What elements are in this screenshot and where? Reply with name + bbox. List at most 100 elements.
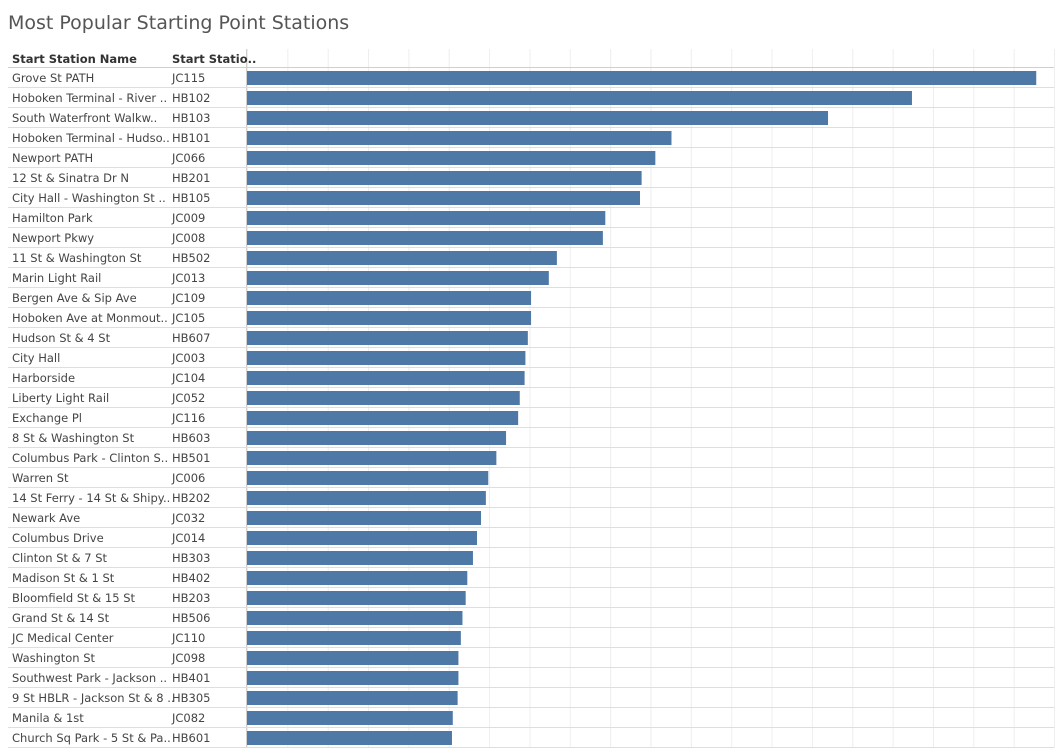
table-row[interactable]: City Hall - Washington St .. HB105 <box>8 191 1054 208</box>
station-name-label: 11 St & Washington St <box>12 251 142 265</box>
table-row[interactable]: City Hall JC003 <box>8 351 1054 368</box>
table-row[interactable]: Manila & 1st JC082 <box>8 711 1054 728</box>
table-row[interactable]: Columbus Park - Clinton S.. HB501 <box>8 451 1054 468</box>
bar-HB501[interactable] <box>247 451 497 465</box>
station-id-label: JC032 <box>171 511 205 525</box>
table-row[interactable]: Bloomfield St & 15 St HB203 <box>8 591 1054 608</box>
station-name-label: Hudson St & 4 St <box>12 331 111 345</box>
table-row[interactable]: Exchange Pl JC116 <box>8 411 1054 428</box>
table-row[interactable]: Grand St & 14 St HB506 <box>8 611 1054 628</box>
station-id-label: HB305 <box>172 691 211 705</box>
bar-JC006[interactable] <box>247 471 489 485</box>
table-row[interactable]: Marin Light Rail JC013 <box>8 271 1054 288</box>
table-row[interactable]: Hoboken Ave at Monmout.. JC105 <box>8 311 1054 328</box>
station-name-label: Columbus Park - Clinton S.. <box>12 451 168 465</box>
station-name-label: JC Medical Center <box>11 631 114 645</box>
station-id-label: JC013 <box>171 271 205 285</box>
table-row[interactable]: Warren St JC006 <box>8 471 1054 488</box>
station-name-label: Exchange Pl <box>12 411 82 425</box>
station-id-label: JC052 <box>171 391 205 405</box>
station-name-label: Hoboken Ave at Monmout.. <box>12 311 168 325</box>
station-id-label: JC115 <box>171 71 205 85</box>
column-header-station-id[interactable]: Start Statio.. <box>172 52 256 66</box>
bar-JC109[interactable] <box>247 291 532 305</box>
station-id-label: JC105 <box>171 311 205 325</box>
bar-JC032[interactable] <box>247 511 482 525</box>
station-id-label: HB506 <box>172 611 211 625</box>
table-row[interactable]: Southwest Park - Jackson .. HB401 <box>8 671 1054 688</box>
bar-HB102[interactable] <box>247 91 912 105</box>
column-header-station-name[interactable]: Start Station Name <box>12 52 137 66</box>
table-row[interactable]: 14 St Ferry - 14 St & Shipy.. HB202 <box>8 491 1054 508</box>
bar-HB101[interactable] <box>247 131 672 145</box>
table-row[interactable]: 12 St & Sinatra Dr N HB201 <box>8 171 1054 188</box>
bar-HB506[interactable] <box>247 611 463 625</box>
table-row[interactable]: Hoboken Terminal - River .. HB102 <box>8 91 1054 108</box>
bar-HB401[interactable] <box>247 671 459 685</box>
bar-JC098[interactable] <box>247 651 459 665</box>
bar-JC115[interactable] <box>247 71 1037 85</box>
station-name-label: Newark Ave <box>12 511 80 525</box>
station-id-label: HB202 <box>172 491 211 505</box>
bar-JC105[interactable] <box>247 311 532 325</box>
station-id-label: JC110 <box>171 631 205 645</box>
station-name-label: 14 St Ferry - 14 St & Shipy.. <box>12 491 170 505</box>
station-name-label: City Hall <box>12 351 60 365</box>
station-id-label: HB303 <box>172 551 211 565</box>
station-id-label: HB101 <box>172 131 211 145</box>
table-row[interactable]: Harborside JC104 <box>8 371 1054 388</box>
table-row[interactable]: Washington St JC098 <box>8 651 1054 668</box>
bar-HB201[interactable] <box>247 171 642 185</box>
table-row[interactable]: Newark Ave JC032 <box>8 511 1054 528</box>
bar-JC110[interactable] <box>247 631 461 645</box>
bar-HB502[interactable] <box>247 251 557 265</box>
bar-HB203[interactable] <box>247 591 466 605</box>
bar-JC082[interactable] <box>247 711 453 725</box>
table-row[interactable]: 9 St HBLR - Jackson St & 8 ..HB305 <box>8 691 1054 708</box>
bar-JC003[interactable] <box>247 351 526 365</box>
bar-HB103[interactable] <box>247 111 829 125</box>
table-row[interactable]: 8 St & Washington St HB603 <box>8 431 1054 448</box>
table-row[interactable]: JC Medical Center JC110 <box>8 631 1054 648</box>
bar-HB603[interactable] <box>247 431 507 445</box>
bar-JC104[interactable] <box>247 371 525 385</box>
station-id-label: JC116 <box>171 411 205 425</box>
table-row[interactable]: Liberty Light Rail JC052 <box>8 391 1054 408</box>
table-row[interactable]: Church Sq Park - 5 St & Pa.. HB601 <box>8 731 1054 748</box>
station-name-label: Liberty Light Rail <box>12 391 109 405</box>
bar-JC014[interactable] <box>247 531 477 545</box>
station-id-label: JC109 <box>171 291 205 305</box>
bar-HB105[interactable] <box>247 191 641 205</box>
station-name-label: Hamilton Park <box>12 211 93 225</box>
table-row[interactable]: Newport Pkwy JC008 <box>8 231 1054 248</box>
table-row[interactable]: Newport PATH JC066 <box>8 151 1054 168</box>
table-row[interactable]: Grove St PATH JC115 <box>8 71 1054 88</box>
table-row[interactable]: Clinton St & 7 St HB303 <box>8 551 1054 568</box>
table-row[interactable]: Hoboken Terminal - Hudso.. HB101 <box>8 131 1054 148</box>
table-row[interactable]: Bergen Ave & Sip Ave JC109 <box>8 291 1054 308</box>
bar-JC116[interactable] <box>247 411 519 425</box>
table-row[interactable]: 11 St & Washington St HB502 <box>8 251 1054 268</box>
station-name-label: Church Sq Park - 5 St & Pa.. <box>12 731 171 745</box>
table-rows: Grove St PATH JC115 Hoboken Terminal - Riv… <box>8 71 1054 748</box>
table-row[interactable]: Hudson St & 4 St HB607 <box>8 331 1054 348</box>
bar-HB601[interactable] <box>247 731 452 745</box>
bar-JC013[interactable] <box>247 271 549 285</box>
bar-JC008[interactable] <box>247 231 603 245</box>
station-id-label: JC008 <box>171 231 205 245</box>
table-row[interactable]: Hamilton Park JC009 <box>8 211 1054 228</box>
chart-title: Most Popular Starting Point Stations <box>8 12 350 34</box>
station-name-label: Washington St <box>12 651 96 665</box>
bar-JC066[interactable] <box>247 151 656 165</box>
bar-JC052[interactable] <box>247 391 520 405</box>
table-row[interactable]: Madison St & 1 St HB402 <box>8 571 1054 588</box>
bar-HB303[interactable] <box>247 551 473 565</box>
table-row[interactable]: South Waterfront Walkw.. HB103 <box>8 111 1054 128</box>
bar-HB607[interactable] <box>247 331 528 345</box>
bar-HB305[interactable] <box>247 691 458 705</box>
bar-HB202[interactable] <box>247 491 486 505</box>
station-name-label: Southwest Park - Jackson .. <box>12 671 167 685</box>
bar-HB402[interactable] <box>247 571 468 585</box>
bar-JC009[interactable] <box>247 211 606 225</box>
table-row[interactable]: Columbus Drive JC014 <box>8 531 1054 548</box>
